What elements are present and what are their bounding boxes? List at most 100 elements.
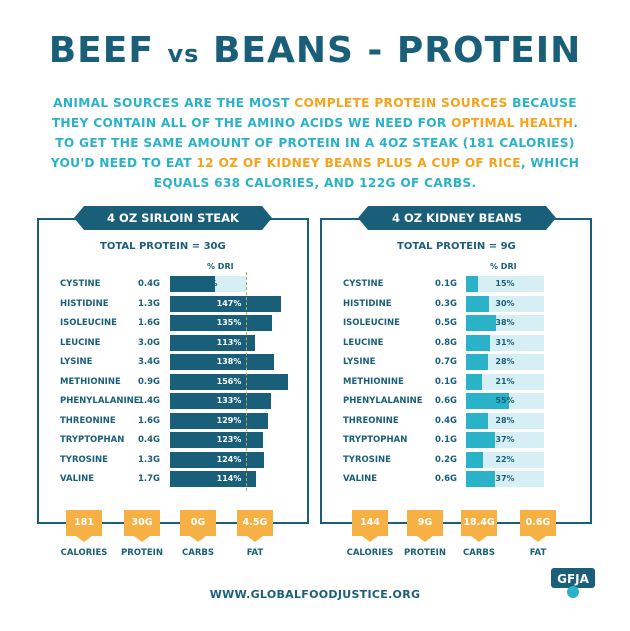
beef-bar-label: 59% <box>198 279 218 288</box>
beef-bar <box>170 412 268 429</box>
beef-bar-label: 147% <box>216 298 242 308</box>
beans-calories-value: 144 <box>352 510 388 542</box>
beef-bar <box>170 295 282 312</box>
intro-paragraph: Animal sources are the most complete pro… <box>40 93 590 193</box>
beans-amino-amount: 0.1G <box>435 376 458 387</box>
beef-protein-label: PROTEIN <box>121 548 163 558</box>
beef-carbs-label: CARBS <box>182 548 214 558</box>
beef-amino-name: CYSTINE <box>60 279 101 289</box>
beef-bar <box>170 451 264 468</box>
beans-amino-name: CYSTINE <box>343 279 384 289</box>
beans-amino-amount: 0.7G <box>435 357 458 367</box>
beef-nutrition-line <box>37 522 309 524</box>
beef-bar-label: 113% <box>216 337 242 347</box>
beans-fat-label: FAT <box>529 548 547 558</box>
beef-amino-name: TYROSINE <box>60 454 108 465</box>
beans-amino-amount: 0.3G <box>435 298 458 309</box>
beans-amino-amount: 0.6G <box>435 474 458 484</box>
beef-fat-value: 4.5G <box>237 510 273 542</box>
gfja-logo: GFJA <box>551 568 595 598</box>
beef-bar-track: 138% <box>170 354 288 370</box>
beans-bar <box>466 315 496 331</box>
beef-amino-name: METHIONINE <box>60 376 121 387</box>
beef-amino-amount: 1.3G <box>138 298 161 309</box>
beef-amino-amount: 3.4G <box>138 357 161 367</box>
title-beef: BEEF <box>48 30 154 71</box>
beans-nutrition-line <box>320 522 592 524</box>
beef-bar-track: 129% <box>170 412 288 429</box>
beef-amino-amount: 1.6G <box>138 415 161 426</box>
beef-carbs-value: 0G <box>180 510 216 542</box>
intro-text-4: , which equals 638 calories, and 122g of… <box>153 156 580 190</box>
beef-bar-track: 133% <box>170 393 288 409</box>
beans-bar-label: 15% <box>495 279 515 288</box>
beans-bar <box>466 432 495 448</box>
beef-amino-amount: 0.4G <box>138 279 161 289</box>
beef-bar <box>170 432 264 448</box>
beans-bar-track: 28% <box>466 354 544 370</box>
beef-bar-track: 147% <box>170 295 288 312</box>
beans-bar-label: 37% <box>495 435 515 444</box>
beef-amino-name: LEUCINE <box>60 337 101 348</box>
beans-bar-track: 21% <box>466 373 544 390</box>
beef-amino-amount: 1.7G <box>138 474 161 484</box>
beans-amino-name: HISTIDINE <box>343 298 392 309</box>
beans-panel-title: 4 OZ KIDNEY BEANS <box>358 206 556 230</box>
intro-text-2: because they contain all of the amino ac… <box>51 96 577 130</box>
beef-amino-name: VALINE <box>60 474 95 484</box>
beef-bar-label: 129% <box>216 415 242 425</box>
beans-amino-amount: 0.4G <box>435 415 458 426</box>
beef-bar <box>170 276 215 292</box>
beans-fat-value: 0.6G <box>520 510 556 542</box>
beans-amino-amount: 0.6G <box>435 396 458 406</box>
beef-dri-header: % DRI <box>207 262 234 271</box>
beef-protein-value: 30G <box>124 510 160 542</box>
beans-amino-amount: 0.1G <box>435 279 458 289</box>
beef-bar-track: 59% <box>170 276 246 292</box>
beans-bar-track: 22% <box>466 451 544 468</box>
beans-amino-amount: 0.1G <box>435 435 458 445</box>
beef-bar-label: 114% <box>216 474 242 483</box>
gfja-logo-banner <box>551 568 595 588</box>
intro-highlight-2: optimal health <box>451 116 574 130</box>
beans-carbs-value: 18.4G <box>461 510 497 542</box>
beef-bar-label: 138% <box>216 357 242 366</box>
beef-fat-label: FAT <box>246 548 264 558</box>
beans-bar-label: 22% <box>495 454 515 464</box>
beef-amino-name: TRYPTOPHAN <box>60 435 125 445</box>
beans-bar-track: 37% <box>466 432 544 448</box>
intro-highlight-3: 12 oz of kidney beans plus a cup of rice <box>196 156 521 170</box>
beans-bar-label: 28% <box>495 415 515 425</box>
website-footer[interactable]: WWW.GLOBALFOODJUSTICE.ORG <box>209 588 421 601</box>
globe-icon <box>567 586 579 598</box>
beef-bar-track: 124% <box>170 451 288 468</box>
beef-amino-amount: 1.3G <box>138 454 161 465</box>
beef-amino-name: ISOLEUCINE <box>60 318 117 328</box>
beef-amino-amount: 1.6G <box>138 318 161 328</box>
beef-bar-label: 124% <box>216 454 242 464</box>
beans-bar-label: 31% <box>495 337 515 347</box>
intro-text-3: . To get the same amount of protein in a… <box>50 116 579 170</box>
beef-bar-label: 123% <box>216 435 242 444</box>
beans-bar <box>466 393 509 409</box>
beans-bar-label: 21% <box>495 376 515 386</box>
beef-bar-label: 135% <box>216 318 242 327</box>
beef-dri-100-marker <box>245 272 247 491</box>
beans-bar-label: 55% <box>495 396 515 405</box>
beans-amino-name: METHIONINE <box>343 376 404 387</box>
beans-bar-track: 30% <box>466 295 544 312</box>
beans-amino-name: TYROSINE <box>343 454 391 465</box>
beans-bar-track: 38% <box>466 315 544 331</box>
beans-bar-label: 38% <box>495 318 515 327</box>
beef-calories-label: CALORIES <box>60 548 108 558</box>
beans-bar-track: 15% <box>466 276 544 292</box>
intro-text-1: Animal sources are the most <box>53 96 295 110</box>
beans-amino-amount: 0.8G <box>435 337 458 348</box>
beans-amino-name: PHENYLALANINE <box>343 396 423 406</box>
beef-total-protein: TOTAL PROTEIN = 30G <box>100 241 226 252</box>
beans-bar-label: 37% <box>495 474 515 483</box>
beef-amino-amount: 3.0G <box>138 337 161 348</box>
beef-bar-label: 156% <box>216 376 242 386</box>
beef-amino-name: LYSINE <box>60 357 93 367</box>
beans-protein-value: 9G <box>407 510 443 542</box>
